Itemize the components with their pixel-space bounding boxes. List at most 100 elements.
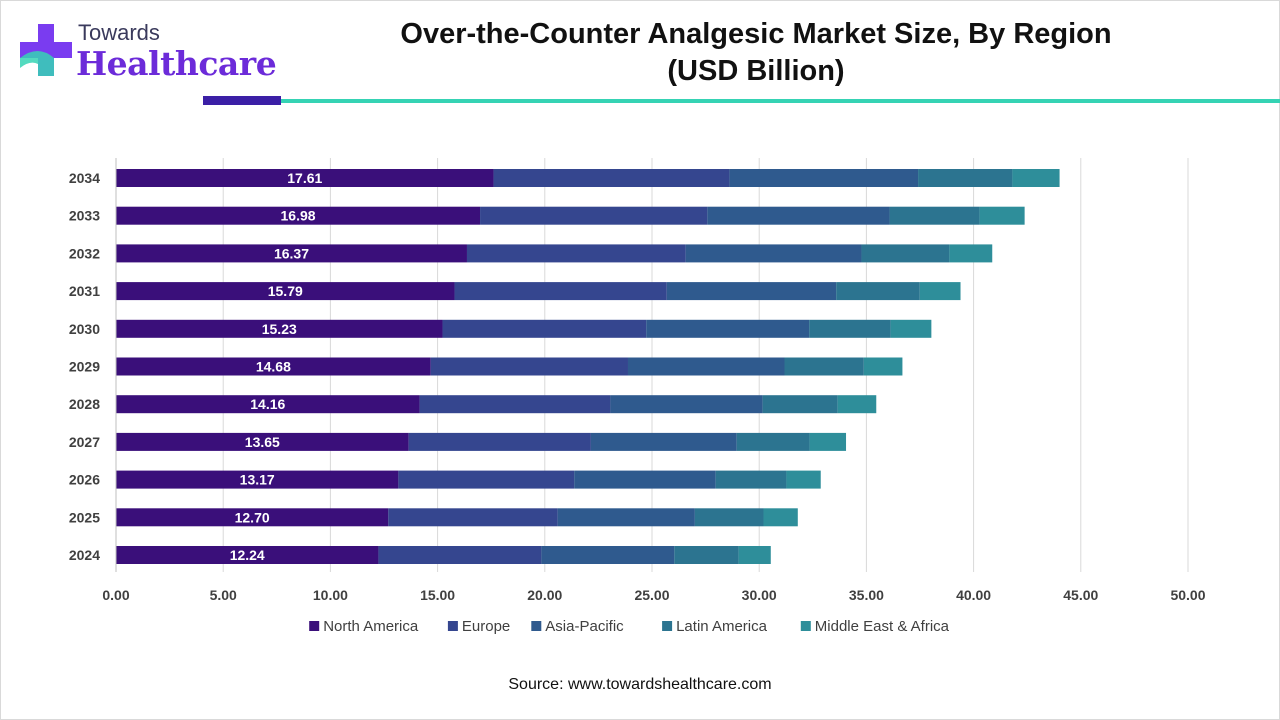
bar-segment xyxy=(890,319,932,338)
data-label: 15.23 xyxy=(262,321,297,337)
x-tick-label: 25.00 xyxy=(634,587,669,603)
bar-segment xyxy=(786,470,821,489)
data-label: 14.68 xyxy=(256,359,291,375)
y-tick-label: 2024 xyxy=(69,547,100,563)
bar-segment xyxy=(466,244,686,263)
data-label: 13.65 xyxy=(245,434,280,450)
x-tick-label: 35.00 xyxy=(849,587,884,603)
bar-segment xyxy=(480,206,708,225)
y-tick-label: 2030 xyxy=(69,321,100,337)
bar-segment xyxy=(541,546,675,564)
logo-text-healthcare: Healthcare xyxy=(76,44,277,83)
y-tick-label: 2032 xyxy=(69,245,100,261)
x-tick-label: 10.00 xyxy=(313,587,348,603)
bar-segment xyxy=(836,282,920,301)
data-label: 16.37 xyxy=(274,245,309,261)
cross-logo-icon xyxy=(20,24,72,76)
bar-segment xyxy=(762,395,838,414)
bar-segment xyxy=(738,546,771,564)
legend-swatch xyxy=(447,621,458,631)
bar-segment xyxy=(116,546,379,564)
bar-segment xyxy=(419,395,611,414)
bar-segment xyxy=(574,470,716,489)
y-tick-label: 2034 xyxy=(69,170,100,186)
bar-segment xyxy=(694,508,764,527)
bar-segment xyxy=(919,282,961,301)
legend-swatch xyxy=(531,621,542,631)
bar-segment xyxy=(863,357,903,376)
legend-swatch xyxy=(309,621,320,631)
bar-segment xyxy=(646,319,810,338)
brand-logo: Towards Healthcare xyxy=(20,20,277,83)
x-tick-label: 30.00 xyxy=(742,587,777,603)
source-note: Source: www.towardshealthcare.com xyxy=(508,676,772,693)
x-tick-label: 5.00 xyxy=(210,587,237,603)
bar-segment xyxy=(610,395,763,414)
bar-segment xyxy=(784,357,864,376)
data-label: 13.17 xyxy=(240,472,275,488)
y-tick-label: 2031 xyxy=(69,283,100,299)
legend-label: Middle East & Africa xyxy=(815,618,950,635)
data-label: 12.70 xyxy=(235,509,270,525)
bar-segment xyxy=(116,169,494,187)
bar-segment xyxy=(493,169,730,187)
y-tick-label: 2027 xyxy=(69,434,100,450)
bar-segment xyxy=(979,206,1025,225)
bar-segment xyxy=(116,282,455,301)
chart-subtitle: (USD Billion) xyxy=(667,55,845,87)
bar-segment xyxy=(398,470,575,489)
chart-title-block: Over-the-Counter Analgesic Market Size, … xyxy=(300,16,1212,90)
x-tick-label: 50.00 xyxy=(1170,587,1205,603)
bar-segment xyxy=(557,508,695,527)
bar-segment xyxy=(116,357,431,376)
data-label: 17.61 xyxy=(287,170,322,186)
chart-title: Over-the-Counter Analgesic Market Size, … xyxy=(400,18,1112,50)
legend-label: North America xyxy=(323,618,419,635)
bar-segment xyxy=(442,319,647,338)
bar-segment xyxy=(729,169,919,187)
data-label: 12.24 xyxy=(230,547,265,563)
legend-label: Asia-Pacific xyxy=(545,618,624,635)
legend-label: Latin America xyxy=(676,618,768,635)
bar-segment xyxy=(685,244,862,263)
legend-swatch xyxy=(800,621,811,631)
bar-segment xyxy=(837,395,877,414)
y-tick-label: 2026 xyxy=(69,472,100,488)
data-label: 15.79 xyxy=(268,283,303,299)
y-tick-label: 2025 xyxy=(69,509,100,525)
legend-label: Europe xyxy=(462,618,510,635)
bar-segment xyxy=(861,244,950,263)
bar-segment xyxy=(388,508,558,527)
bar-segment xyxy=(949,244,993,263)
x-tick-label: 20.00 xyxy=(527,587,562,603)
bar-segment xyxy=(889,206,980,225)
x-tick-label: 15.00 xyxy=(420,587,455,603)
x-tick-label: 0.00 xyxy=(102,587,129,603)
bar-segment xyxy=(116,470,399,489)
bar-segment xyxy=(116,319,443,338)
bar-segment xyxy=(1012,169,1060,187)
bar-segment xyxy=(918,169,1013,187)
header-accent-bar xyxy=(203,96,281,105)
x-tick-label: 45.00 xyxy=(1063,587,1098,603)
bar-segment xyxy=(116,395,420,414)
bar-segment xyxy=(116,244,467,263)
legend-swatch xyxy=(662,621,673,631)
logo-text-towards: Towards xyxy=(78,20,160,45)
bar-segment xyxy=(378,546,542,564)
y-tick-label: 2033 xyxy=(69,208,100,224)
x-tick-label: 40.00 xyxy=(956,587,991,603)
bar-segment xyxy=(666,282,837,301)
bar-segment xyxy=(627,357,785,376)
header-divider-line xyxy=(281,99,1280,103)
bar-segment xyxy=(430,357,628,376)
bar-segment xyxy=(763,508,798,527)
bar-segment xyxy=(590,432,737,451)
data-label: 16.98 xyxy=(281,208,316,224)
bar-segment xyxy=(809,432,847,451)
y-tick-label: 2028 xyxy=(69,396,100,412)
y-tick-label: 2029 xyxy=(69,359,100,375)
bar-segment xyxy=(454,282,667,301)
bar-segment xyxy=(707,206,890,225)
